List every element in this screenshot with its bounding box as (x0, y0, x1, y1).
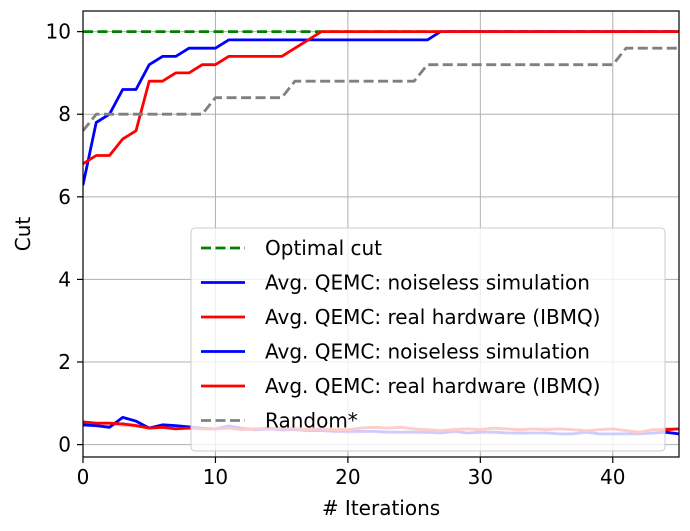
x-tick-label: 0 (77, 465, 90, 489)
x-tick-label: 40 (600, 465, 625, 489)
plot-frame (82, 10, 680, 458)
y-tick-label: 10 (46, 20, 71, 44)
legend-label: Random* (265, 409, 358, 433)
legend-label: Optimal cut (265, 236, 382, 260)
legend: Optimal cut Avg. QEMC: noiseless simulati… (190, 227, 666, 452)
series-line-1 (83, 30, 679, 186)
legend-box (190, 227, 666, 452)
legend-label: Avg. QEMC: noiseless simulation (265, 271, 590, 295)
y-tick-label: 4 (58, 267, 71, 291)
y-tick-label: 8 (58, 102, 71, 126)
x-tick-label: 20 (335, 465, 360, 489)
x-tick-label: 10 (203, 465, 228, 489)
x-axis-title: # Iterations (322, 496, 440, 520)
y-tick-label: 6 (58, 185, 71, 209)
x-tick-label: 30 (468, 465, 493, 489)
y-axis-title: Cut (11, 217, 35, 252)
legend-label: Avg. QEMC: noiseless simulation (265, 340, 590, 364)
y-tick-label: 0 (58, 433, 71, 457)
series-line-2 (83, 30, 679, 165)
axis-ticks: 0 10 20 30 40 0 2 4 6 8 10 (46, 20, 626, 489)
y-tick-label: 2 (58, 350, 71, 374)
series-line-5 (83, 46, 679, 132)
legend-label: Avg. QEMC: real hardware (IBMQ) (265, 305, 601, 329)
legend-label: Avg. QEMC: real hardware (IBMQ) (265, 374, 601, 398)
